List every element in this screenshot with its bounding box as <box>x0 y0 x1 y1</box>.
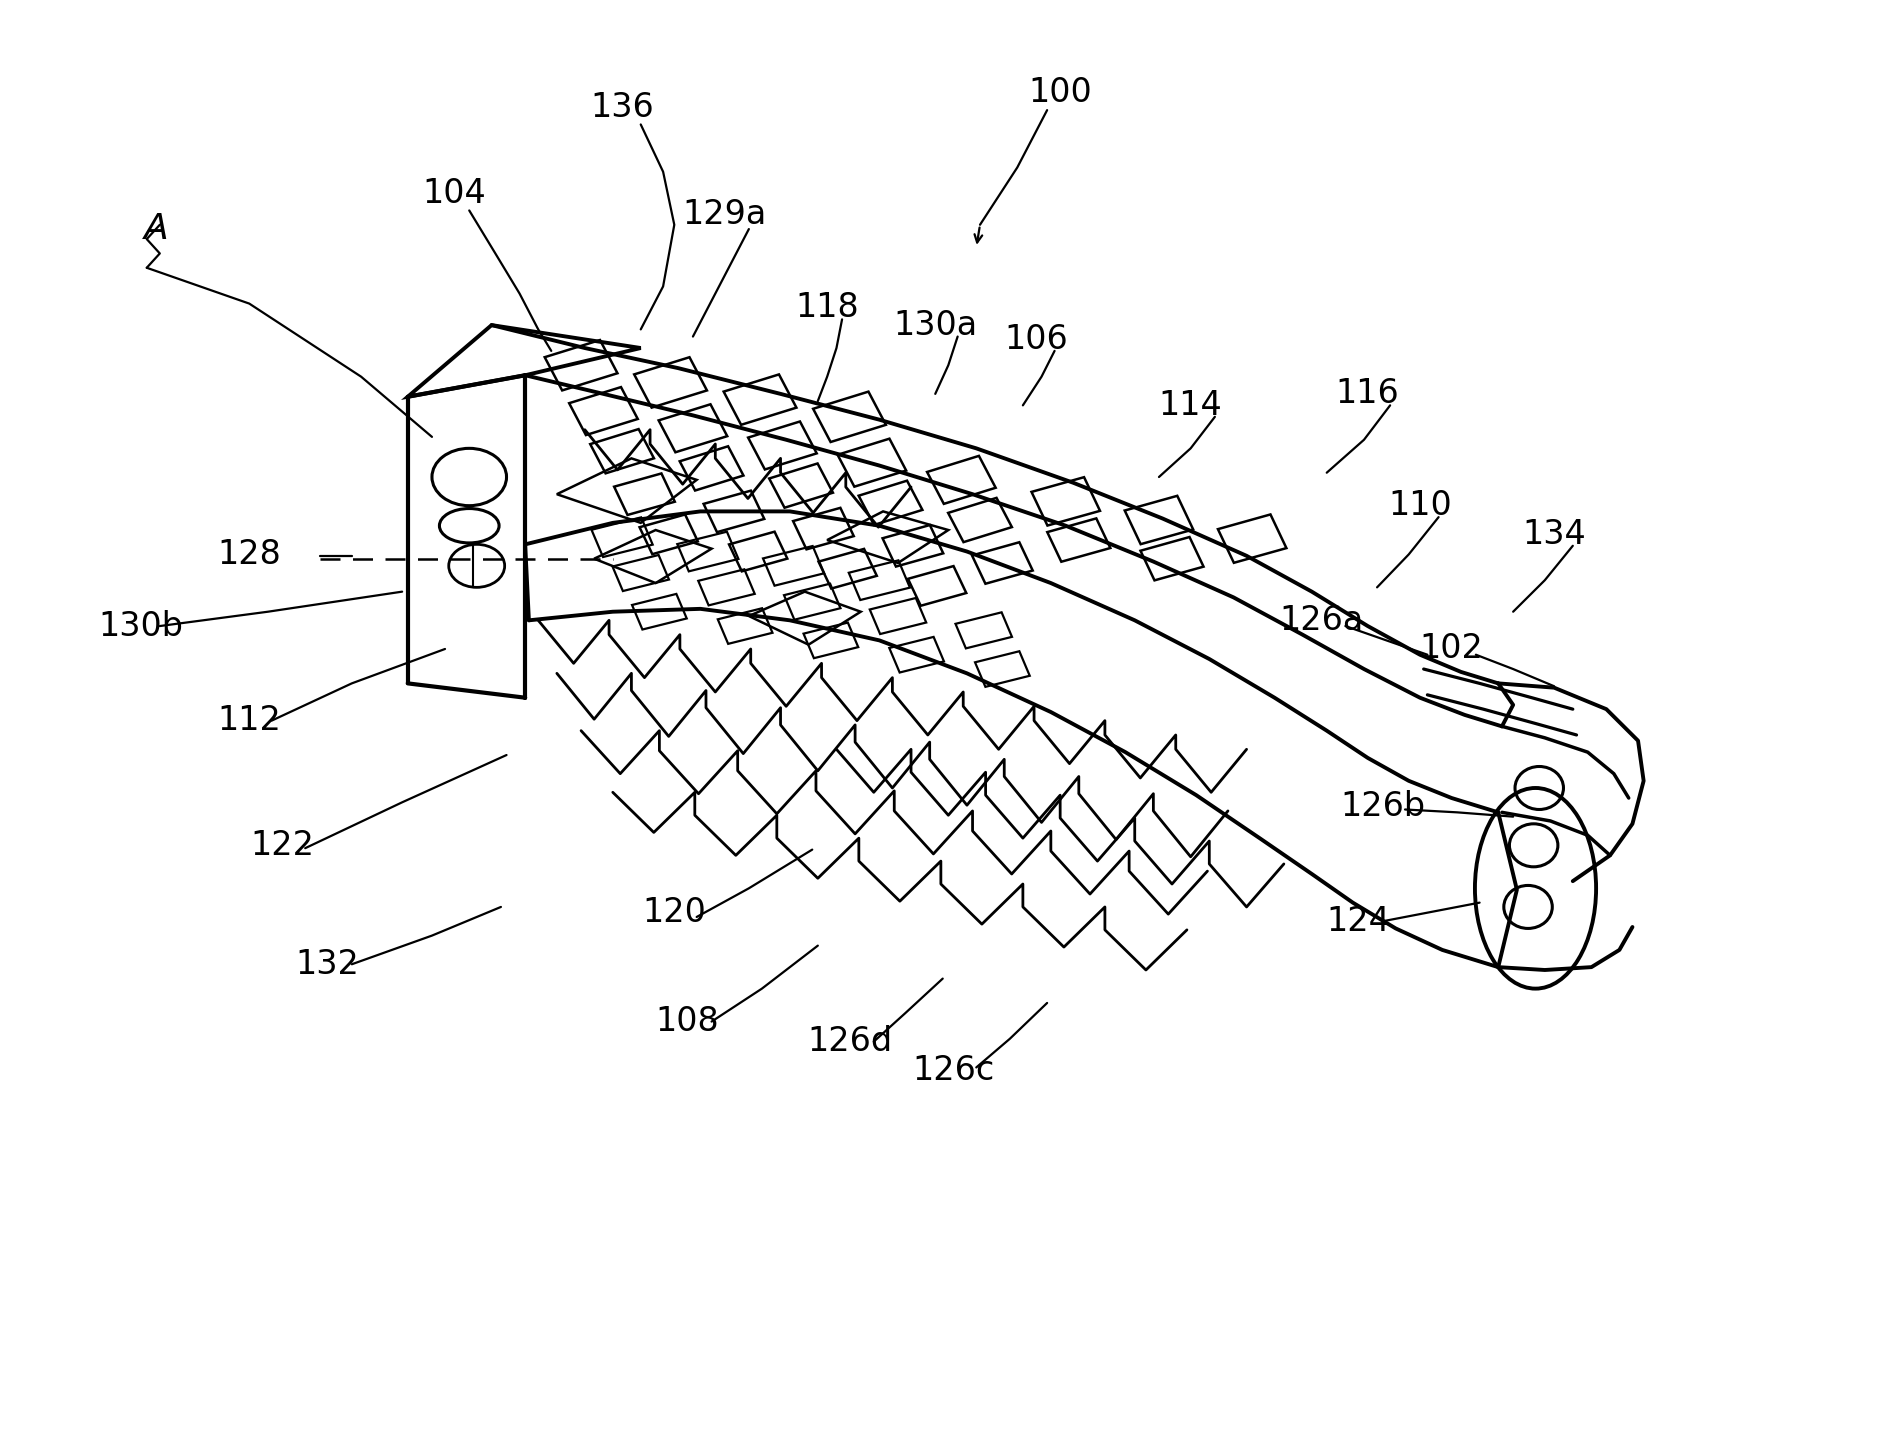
Text: 124: 124 <box>1326 904 1390 938</box>
Text: 126b: 126b <box>1341 790 1425 823</box>
Text: 112: 112 <box>218 705 282 737</box>
Text: 110: 110 <box>1388 489 1452 522</box>
Text: 136: 136 <box>590 91 654 124</box>
Text: 118: 118 <box>796 291 858 324</box>
Text: 129a: 129a <box>682 198 766 232</box>
Text: 100: 100 <box>1029 77 1091 110</box>
Text: 114: 114 <box>1159 389 1223 423</box>
Text: 106: 106 <box>1005 323 1069 356</box>
Text: 134: 134 <box>1523 518 1587 551</box>
Text: 126a: 126a <box>1279 603 1363 637</box>
Text: 130b: 130b <box>100 609 184 642</box>
Text: 130a: 130a <box>894 308 977 341</box>
Text: 104: 104 <box>423 177 486 210</box>
Text: A: A <box>145 213 169 246</box>
Text: 126d: 126d <box>808 1024 892 1058</box>
Text: 116: 116 <box>1335 378 1399 411</box>
Text: 102: 102 <box>1420 632 1484 666</box>
Text: 120: 120 <box>642 896 706 929</box>
Text: 132: 132 <box>295 948 359 981</box>
Text: 128: 128 <box>218 538 282 572</box>
Text: 108: 108 <box>655 1006 719 1037</box>
Text: 122: 122 <box>252 829 316 862</box>
Text: 126c: 126c <box>913 1053 995 1087</box>
